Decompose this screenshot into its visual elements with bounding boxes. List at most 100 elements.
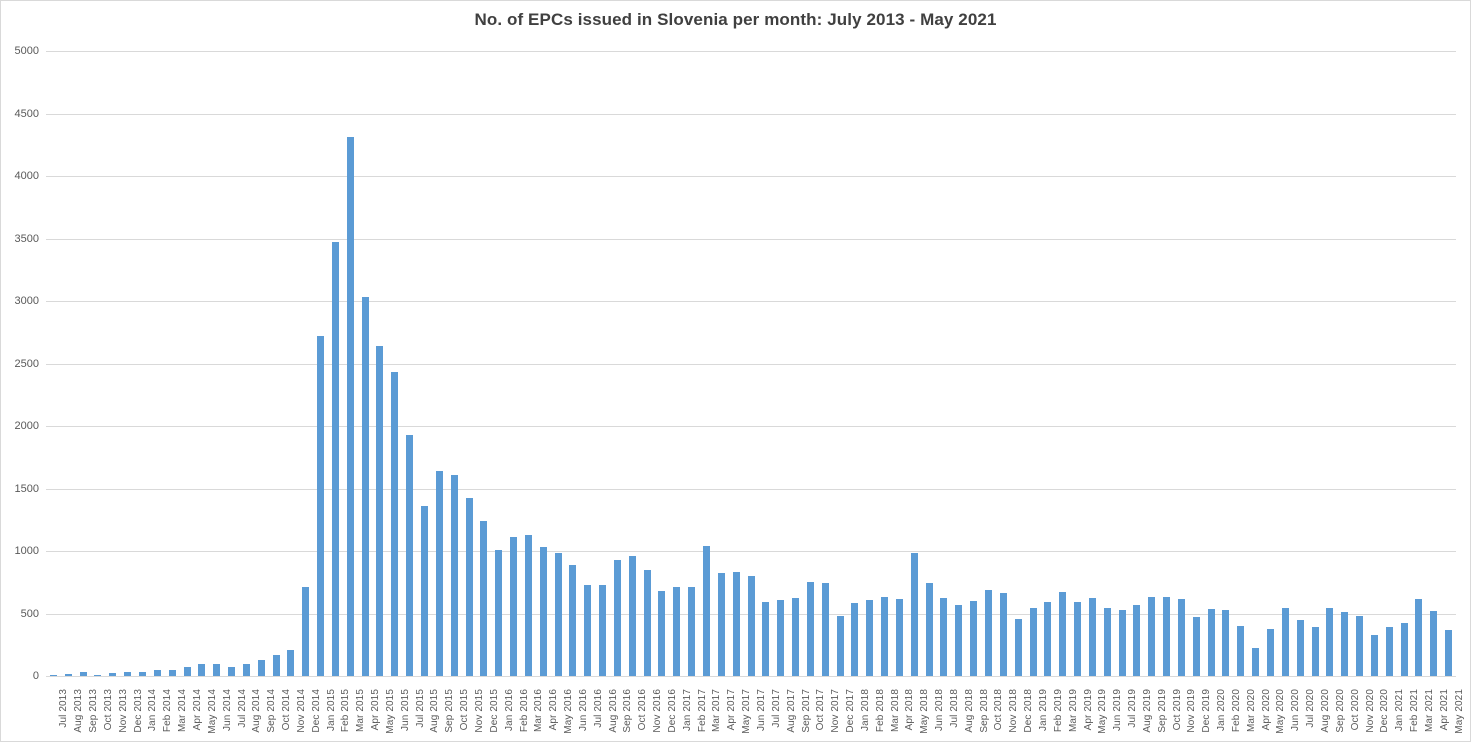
bar bbox=[1326, 608, 1334, 676]
bar bbox=[1296, 620, 1304, 676]
bar bbox=[257, 660, 265, 676]
bar bbox=[539, 547, 547, 676]
y-tick-label: 2500 bbox=[14, 357, 39, 370]
bar bbox=[792, 598, 800, 676]
bar bbox=[1059, 592, 1067, 676]
bar bbox=[881, 597, 889, 676]
y-tick-label: 4000 bbox=[14, 170, 39, 182]
bar bbox=[287, 650, 295, 676]
bar bbox=[391, 372, 399, 676]
bar bbox=[925, 583, 933, 676]
bar bbox=[702, 546, 710, 676]
bar bbox=[1385, 627, 1393, 676]
bar bbox=[1074, 602, 1082, 676]
bar bbox=[153, 670, 161, 676]
bar bbox=[272, 655, 280, 676]
gridline bbox=[46, 676, 1456, 677]
bar bbox=[168, 670, 176, 676]
bar bbox=[1163, 597, 1171, 676]
y-tick-label: 0 bbox=[32, 670, 39, 682]
bar bbox=[866, 600, 874, 676]
bar bbox=[1430, 611, 1438, 676]
y-tick-label: 2000 bbox=[14, 420, 39, 432]
bar bbox=[895, 599, 903, 676]
bar bbox=[1148, 597, 1156, 676]
gridline bbox=[46, 301, 1456, 302]
bar bbox=[851, 603, 859, 676]
bar bbox=[1237, 626, 1245, 676]
bar bbox=[435, 471, 443, 676]
bar bbox=[1311, 627, 1319, 676]
gridline bbox=[46, 176, 1456, 177]
bar bbox=[762, 602, 770, 676]
bar bbox=[836, 616, 844, 676]
bar bbox=[806, 582, 814, 676]
y-tick-label: 4500 bbox=[14, 107, 39, 120]
bar bbox=[1177, 599, 1185, 676]
bar bbox=[599, 585, 607, 676]
bar bbox=[1044, 602, 1052, 676]
bar bbox=[228, 667, 236, 676]
bar bbox=[524, 535, 532, 676]
gridline bbox=[46, 51, 1456, 52]
bar bbox=[1356, 616, 1364, 676]
bar bbox=[1118, 610, 1126, 676]
bar bbox=[554, 553, 562, 676]
y-tick-label: 1000 bbox=[14, 545, 39, 557]
bar bbox=[628, 556, 636, 676]
gridline bbox=[46, 551, 1456, 552]
gridline bbox=[46, 488, 1456, 490]
bar bbox=[821, 583, 829, 676]
bar bbox=[569, 565, 577, 676]
bar bbox=[346, 137, 354, 676]
bar bbox=[1088, 598, 1096, 676]
bar bbox=[1133, 605, 1141, 676]
bar bbox=[1370, 635, 1378, 676]
bar bbox=[1192, 617, 1200, 676]
bar bbox=[376, 346, 384, 676]
bar bbox=[1103, 608, 1111, 676]
bar bbox=[584, 585, 592, 676]
bar bbox=[984, 590, 992, 676]
bar bbox=[213, 664, 221, 676]
y-tick-label: 5000 bbox=[14, 45, 39, 57]
y-tick-label: 1500 bbox=[14, 482, 39, 495]
gridline bbox=[46, 238, 1456, 240]
gridline bbox=[46, 363, 1456, 365]
bar bbox=[940, 598, 948, 676]
bar bbox=[465, 498, 473, 676]
bar bbox=[331, 242, 339, 676]
bar bbox=[970, 601, 978, 676]
plot-area bbox=[46, 51, 1456, 677]
bar bbox=[124, 672, 132, 676]
bar bbox=[94, 675, 102, 676]
bar bbox=[510, 537, 518, 676]
bar bbox=[910, 553, 918, 676]
gridline bbox=[46, 113, 1456, 115]
bar bbox=[495, 550, 503, 676]
bar bbox=[450, 475, 458, 676]
y-tick-label: 500 bbox=[20, 607, 39, 620]
bar bbox=[613, 560, 621, 676]
bar bbox=[79, 672, 87, 676]
bar bbox=[955, 605, 963, 676]
bar bbox=[1281, 608, 1289, 676]
bar bbox=[999, 593, 1007, 676]
bar bbox=[183, 667, 191, 676]
bar bbox=[732, 572, 740, 676]
bar bbox=[1207, 609, 1215, 676]
bar bbox=[643, 570, 651, 676]
bar bbox=[658, 591, 666, 676]
bar bbox=[688, 587, 696, 676]
bar bbox=[777, 600, 785, 676]
chart-title: No. of EPCs issued in Slovenia per month… bbox=[474, 10, 997, 29]
bar bbox=[361, 297, 369, 676]
bar bbox=[1445, 630, 1453, 676]
bar bbox=[406, 435, 414, 676]
gridline bbox=[46, 426, 1456, 427]
bar bbox=[109, 673, 117, 676]
bar bbox=[49, 675, 57, 676]
bar bbox=[1014, 619, 1022, 676]
bar bbox=[302, 587, 310, 676]
bar bbox=[1266, 629, 1274, 676]
